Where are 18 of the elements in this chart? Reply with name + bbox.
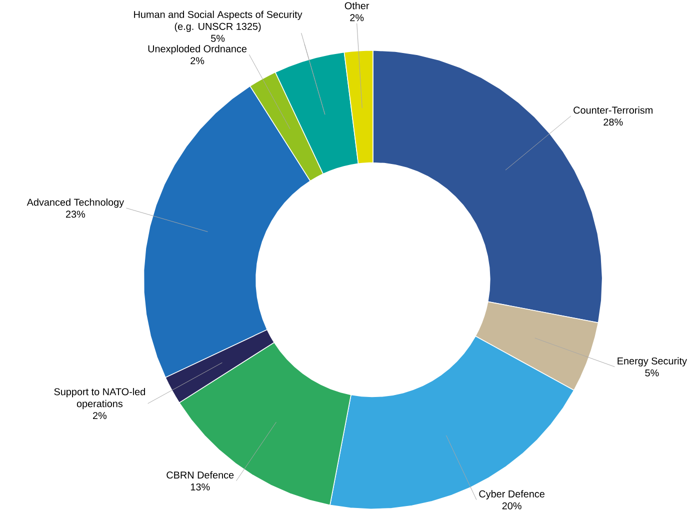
data-label: 2%	[93, 412, 107, 419]
data-label: 5%	[211, 34, 225, 42]
data-label: 2%	[190, 57, 204, 64]
data-label: 5%	[645, 369, 659, 376]
slice-label: Advanced Technology	[26, 198, 124, 208]
slice-label: CBRN Defence	[166, 471, 234, 478]
data-label: 20%	[502, 502, 522, 510]
slice-label: Human and Social Aspects of Security (e.g. UNSCR 1325)	[134, 10, 302, 32]
slice-label: Support to NATO-led operations	[54, 388, 145, 409]
slice-label: Counter-Terrorism	[574, 106, 652, 114]
slice-label: Unexploded Ordnance	[148, 44, 247, 54]
slice-label: Cyber Defence	[479, 490, 544, 500]
data-label: 23%	[66, 210, 86, 218]
slice-label: Other	[344, 2, 370, 10]
data-label: 28%	[604, 118, 623, 126]
data-label: 13%	[190, 483, 210, 490]
slice-label: Energy Security	[618, 356, 687, 366]
data-label: 2%	[350, 14, 364, 21]
